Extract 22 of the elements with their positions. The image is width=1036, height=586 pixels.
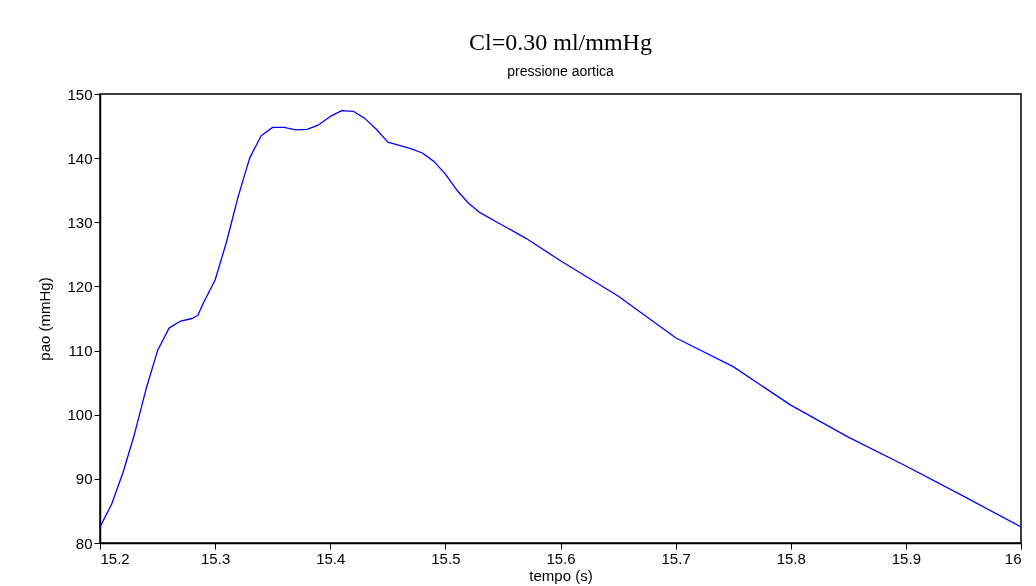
x-tick-label: 15.7 — [661, 549, 691, 567]
y-tick-label: 80 — [75, 534, 93, 552]
y-axis-title: pao (mmHg) — [36, 277, 54, 361]
x-tick-label: 15.6 — [546, 549, 576, 567]
chart-subtitle: pressione aortica — [507, 63, 615, 79]
y-tick-label: 150 — [67, 85, 93, 103]
y-tick-label: 90 — [75, 470, 93, 488]
x-tick-label: 15.9 — [891, 549, 921, 567]
x-tick-label: 15.4 — [316, 549, 346, 567]
y-tick-label: 130 — [67, 213, 93, 231]
x-tick-label: 15.3 — [201, 549, 231, 567]
x-tick-label: 15.5 — [431, 549, 461, 567]
x-tick-label: 15.8 — [776, 549, 806, 567]
y-tick-label: 140 — [67, 149, 93, 167]
x-axis-title: tempo (s) — [529, 566, 593, 584]
y-tick-label: 110 — [68, 342, 93, 360]
y-tick-label: 100 — [67, 406, 93, 424]
y-tick-label: 120 — [67, 277, 93, 295]
chart-title: Cl=0.30 ml/mmHg — [469, 29, 652, 55]
x-tick-label: 15.2 — [100, 549, 130, 567]
line-series — [100, 110, 1021, 528]
x-tick-label: 16 — [1004, 549, 1022, 567]
